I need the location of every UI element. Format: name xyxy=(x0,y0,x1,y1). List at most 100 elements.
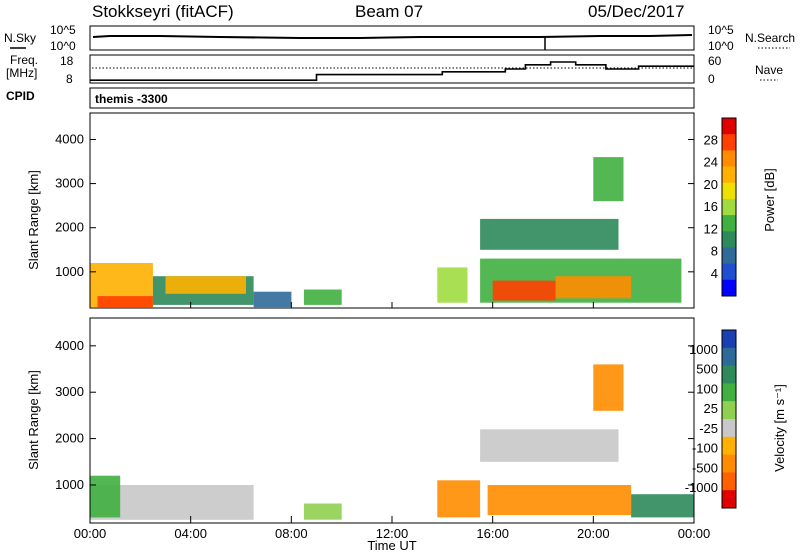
power-y-tick-label: 3000 xyxy=(55,176,84,191)
power-colorbar-swatch xyxy=(722,263,736,281)
velocity-colorbar-frame xyxy=(721,329,737,509)
velocity-colorbar: 1000 500 100 25 -25 -100 -500 -1000 xyxy=(685,329,737,509)
velocity-colorbar-tick-label: 25 xyxy=(704,401,718,416)
noise-right-tick-top: 10^5 xyxy=(708,23,734,37)
cpid-label: CPID xyxy=(6,89,35,103)
power-colorbar-swatch xyxy=(722,182,736,200)
time-tick-label: 00:00 xyxy=(74,526,107,541)
velocity-colorbar-label: Velocity [m s⁻¹] xyxy=(772,384,787,472)
power-y-tick-label: 4000 xyxy=(55,131,84,146)
velocity-colorbar-swatch xyxy=(722,365,736,384)
power-echo-region xyxy=(555,276,632,299)
velocity-y-tick-label: 1000 xyxy=(55,477,84,492)
noise-left-tick-bottom: 10^0 xyxy=(50,39,76,53)
velocity-colorbar-swatch xyxy=(722,419,736,438)
time-axis-ticks: 00:00 04:00 08:00 12:00 16:00 20:00 00:00 xyxy=(74,302,711,541)
velocity-colorbar-tick-label: -25 xyxy=(699,421,718,436)
velocity-y-tick-label: 3000 xyxy=(55,384,84,399)
velocity-heatmap xyxy=(90,364,694,520)
power-colorbar-swatch xyxy=(722,198,736,216)
velocity-colorbar-swatch xyxy=(722,347,736,367)
velocity-echo-region xyxy=(487,485,632,516)
power-echo-region xyxy=(480,218,619,250)
velocity-colorbar-swatch xyxy=(722,401,736,420)
time-tick-label: 16:00 xyxy=(476,526,509,541)
noise-right-label: N.Search xyxy=(745,31,795,45)
power-colorbar-swatch xyxy=(722,118,736,135)
power-colorbar-swatch xyxy=(722,231,736,248)
velocity-echo-region xyxy=(631,494,694,518)
freq-label-line2: [MHz] xyxy=(6,66,37,80)
time-tick-label: 08:00 xyxy=(275,526,308,541)
time-tick-label: 04:00 xyxy=(174,526,207,541)
power-y-tick-label: 1000 xyxy=(55,264,84,279)
velocity-colorbar-swatch xyxy=(722,472,736,491)
velocity-echo-region xyxy=(593,364,624,411)
velocity-colorbar-tick-label: -500 xyxy=(692,460,718,475)
freq-label-line1: Freq. xyxy=(10,53,38,67)
noise-right-tick-bottom: 10^0 xyxy=(708,39,734,53)
noise-sky-trace xyxy=(92,34,693,39)
power-y-tick-label: 2000 xyxy=(55,220,84,235)
velocity-colorbar-swatch xyxy=(722,436,736,456)
velocity-colorbar-tick-label: 500 xyxy=(696,362,718,377)
freq-panel-frame xyxy=(89,54,695,84)
power-yaxis-ticks: 4000 3000 2000 1000 xyxy=(55,131,694,279)
power-colorbar-tick-label: 12 xyxy=(704,221,718,236)
noise-panel-frame xyxy=(89,25,695,51)
cpid-value: themis -3300 xyxy=(95,92,168,106)
power-colorbar-tick-label: 8 xyxy=(711,244,718,259)
power-colorbar-tick-label: 4 xyxy=(711,266,718,281)
beam-label: Beam 07 xyxy=(355,2,423,21)
nave-right-tick-top: 60 xyxy=(708,54,722,68)
power-colorbar-swatch xyxy=(722,247,736,265)
velocity-echo-region xyxy=(303,503,342,520)
power-colorbar-swatch xyxy=(722,215,736,232)
power-echo-region xyxy=(437,267,468,303)
cpid-panel-frame xyxy=(89,87,695,109)
frequency-trace xyxy=(90,61,694,81)
nave-right-label: Nave xyxy=(755,63,783,77)
power-colorbar-frame xyxy=(721,117,737,297)
velocity-colorbar-swatch xyxy=(722,490,736,509)
power-colorbar-tick-label: 20 xyxy=(704,177,718,192)
power-colorbar-tick-label: 24 xyxy=(704,155,718,170)
velocity-yaxis-ticks: 4000 3000 2000 1000 xyxy=(55,338,694,492)
velocity-colorbar-swatch xyxy=(722,330,736,349)
nave-right-tick-bottom: 0 xyxy=(708,72,715,86)
power-colorbar-label: Power [dB] xyxy=(762,168,777,232)
power-echo-region xyxy=(165,276,246,294)
velocity-y-tick-label: 4000 xyxy=(55,338,84,353)
power-echo-region xyxy=(593,157,624,202)
power-colorbar-swatch xyxy=(722,279,736,297)
time-axis-label: Time UT xyxy=(367,538,416,553)
radar-title: Stokkseyri (fitACF) xyxy=(92,2,234,21)
power-echo-region xyxy=(97,296,153,308)
freq-left-tick-bottom: 8 xyxy=(66,72,73,86)
power-echo-region xyxy=(253,291,292,308)
time-tick-label: 00:00 xyxy=(678,526,711,541)
velocity-colorbar-tick-label: -100 xyxy=(692,441,718,456)
power-colorbar-tick-label: 28 xyxy=(704,132,718,147)
velocity-colorbar-swatch xyxy=(722,454,736,473)
power-colorbar-swatch xyxy=(722,150,736,168)
power-colorbar: 28 24 20 16 12 8 4 xyxy=(704,117,737,297)
time-tick-label: 20:00 xyxy=(577,526,610,541)
freq-left-tick-top: 18 xyxy=(60,54,74,68)
velocity-echo-region xyxy=(480,429,619,462)
velocity-colorbar-tick-label: 100 xyxy=(696,381,718,396)
power-colorbar-tick-label: 16 xyxy=(704,199,718,214)
velocity-echo-region xyxy=(437,480,481,518)
date-label: 05/Dec/2017 xyxy=(588,2,684,21)
power-colorbar-swatch xyxy=(722,134,736,151)
time-tick-label: 12:00 xyxy=(376,526,409,541)
power-echo-region xyxy=(303,289,342,305)
velocity-echo-region xyxy=(90,475,121,518)
power-ylabel: Slant Range [km] xyxy=(26,170,41,270)
power-colorbar-swatch xyxy=(722,166,736,184)
velocity-y-tick-label: 2000 xyxy=(55,431,84,446)
velocity-ylabel: Slant Range [km] xyxy=(26,370,41,470)
noise-left-label: N.Sky xyxy=(4,31,36,45)
velocity-colorbar-tick-label: 1000 xyxy=(689,342,718,357)
